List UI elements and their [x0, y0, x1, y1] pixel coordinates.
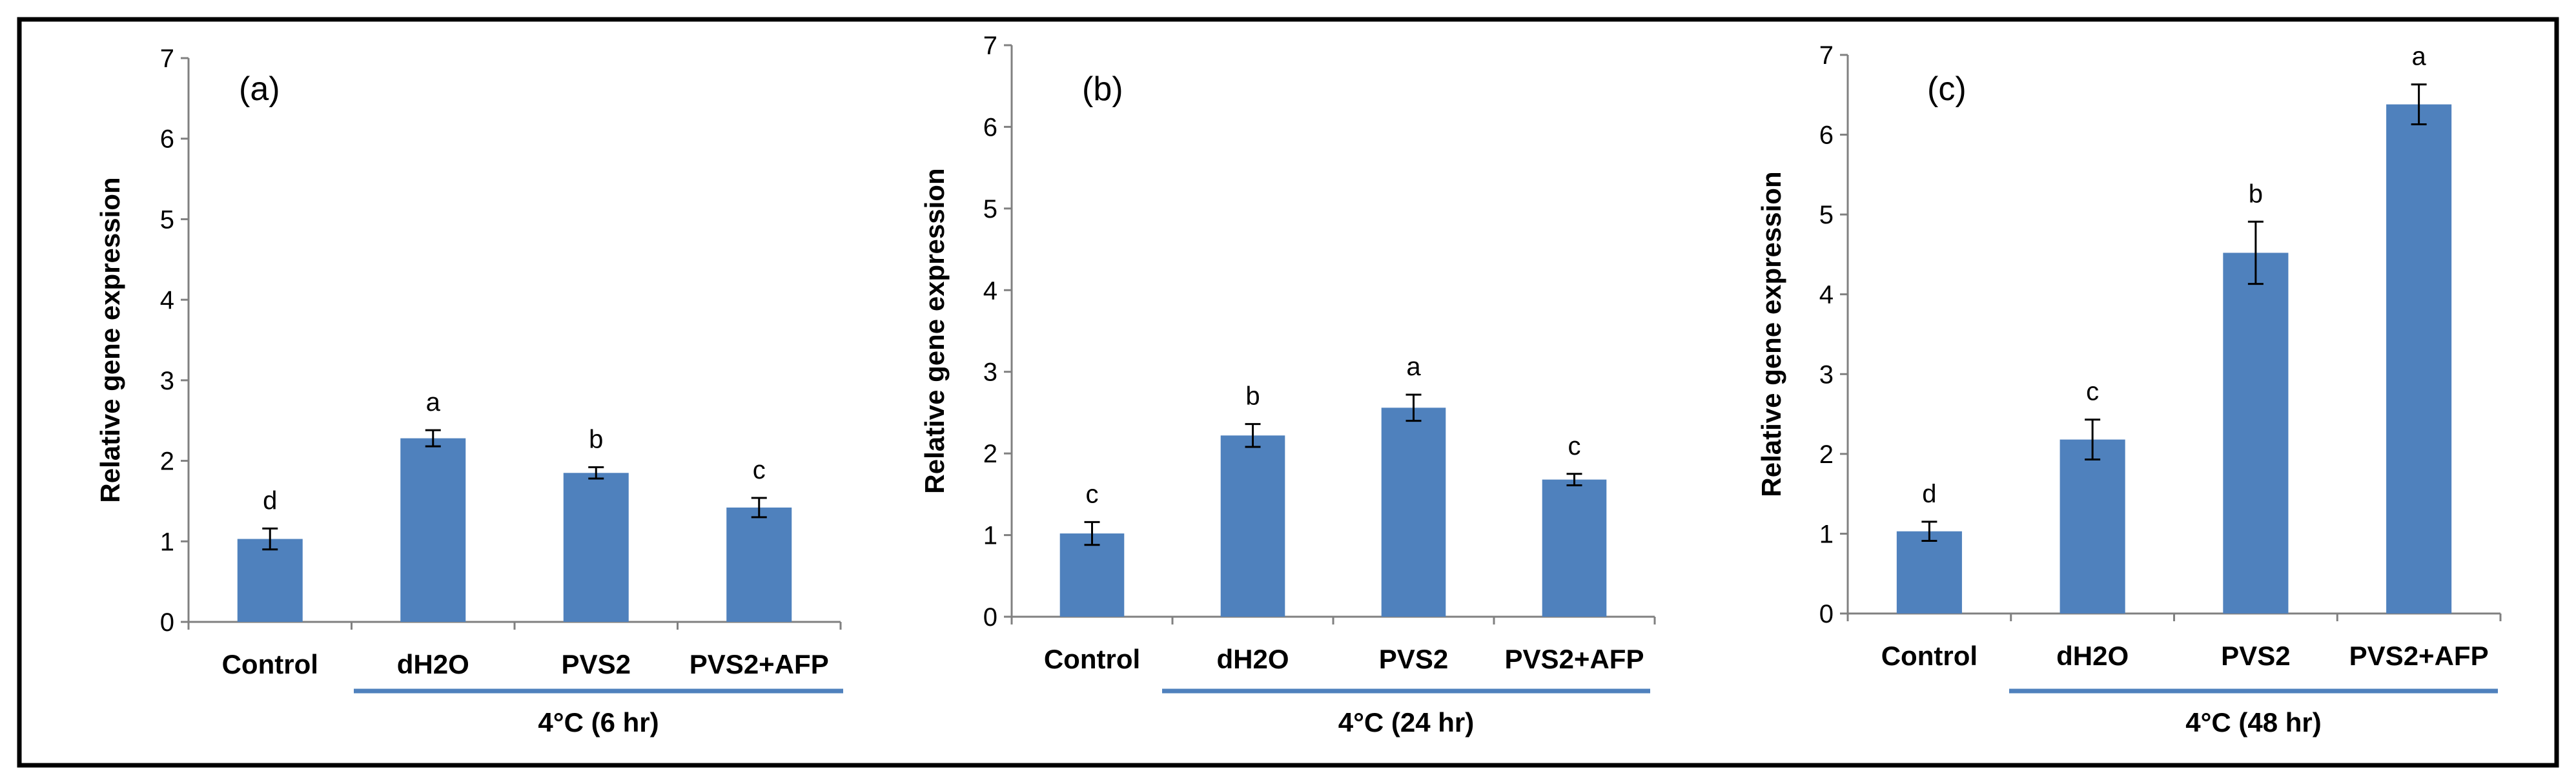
- category-label: dH2O: [1216, 644, 1289, 674]
- group-label: 4°C (24 hr): [1338, 707, 1475, 738]
- category-label: PVS2: [562, 649, 631, 679]
- y-tick-label: 6: [1819, 121, 1834, 150]
- significance-letter: c: [753, 456, 766, 484]
- panel-label: (a): [239, 70, 280, 108]
- bar-control: [1896, 531, 1962, 614]
- bar-pvs2-afp: [726, 507, 792, 622]
- category-label: Control: [1044, 644, 1140, 674]
- y-tick-label: 1: [1819, 520, 1834, 548]
- y-tick-label: 2: [160, 448, 174, 476]
- bar-pvs2: [1381, 407, 1446, 617]
- significance-letter: d: [263, 486, 277, 515]
- y-tick-label: 1: [983, 522, 997, 550]
- category-label: Control: [1881, 641, 1978, 671]
- bar-pvs2-afp: [1542, 479, 1607, 617]
- bar-pvs2-afp: [2386, 104, 2452, 614]
- significance-letter: c: [2086, 378, 2099, 406]
- panel-label: (c): [1927, 70, 1967, 108]
- y-tick-label: 2: [1819, 440, 1834, 469]
- y-axis-title: Relative gene expression: [95, 177, 125, 502]
- chart-panel-b: 0 1 2 3 4 5 6 7 c Control b dH2O a PVS2 c PVS2+AFP 4°C (…: [919, 32, 1656, 738]
- bar-dh2o: [2060, 439, 2125, 614]
- significance-letter: b: [589, 426, 603, 454]
- group-label: 4°C (6 hr): [538, 707, 659, 738]
- y-tick-label: 0: [983, 603, 997, 632]
- bar-pvs2: [563, 473, 629, 622]
- significance-letter: a: [2412, 43, 2427, 71]
- y-tick-label: 7: [983, 32, 997, 60]
- y-tick-label: 4: [983, 276, 997, 305]
- y-axis-title: Relative gene expression: [1756, 171, 1786, 497]
- bar-pvs2: [2223, 253, 2289, 614]
- category-label: dH2O: [397, 649, 469, 679]
- y-tick-label: 4: [160, 286, 174, 315]
- y-tick-label: 7: [160, 45, 174, 73]
- y-tick-label: 6: [983, 113, 997, 141]
- significance-letter: b: [2249, 180, 2263, 208]
- y-tick-label: 0: [160, 608, 174, 637]
- category-label: PVS2: [2221, 641, 2290, 671]
- bar-control: [1059, 533, 1125, 617]
- bar-control: [237, 539, 303, 622]
- figure-frame: [17, 17, 2559, 768]
- y-tick-label: 3: [1819, 360, 1834, 389]
- y-tick-label: 3: [983, 358, 997, 387]
- y-axis-title: Relative gene expression: [919, 168, 950, 493]
- category-label: PVS2+AFP: [690, 649, 829, 679]
- y-tick-label: 1: [160, 528, 174, 556]
- y-tick-label: 5: [160, 205, 174, 234]
- category-label: Control: [222, 649, 318, 679]
- category-label: PVS2+AFP: [1505, 644, 1644, 674]
- group-label: 4°C (48 hr): [2185, 707, 2322, 738]
- y-tick-label: 6: [160, 125, 174, 154]
- category-label: PVS2+AFP: [2349, 641, 2489, 671]
- chart-panel-c: 0 1 2 3 4 5 6 7 d Control c dH2O b PVS2 a PVS2+AFP 4°C (…: [1756, 41, 2502, 738]
- y-tick-label: 0: [1819, 600, 1834, 628]
- significance-letter: d: [1922, 480, 1936, 508]
- bar-dh2o: [1220, 435, 1285, 617]
- significance-letter: b: [1245, 382, 1260, 411]
- significance-letter: c: [1568, 432, 1581, 460]
- chart-panel-a: 0 1 2 3 4 5 6 7 d Control a dH2O b PVS2 c PVS2+AFP 4°C (…: [95, 45, 843, 738]
- y-tick-label: 3: [160, 367, 174, 395]
- y-tick-label: 5: [983, 195, 997, 223]
- y-tick-label: 2: [983, 440, 997, 468]
- significance-letter: a: [426, 388, 441, 417]
- y-tick-label: 7: [1819, 41, 1834, 70]
- significance-letter: a: [1406, 353, 1421, 381]
- y-tick-label: 5: [1819, 201, 1834, 229]
- category-label: PVS2: [1379, 644, 1448, 674]
- panel-label: (b): [1082, 70, 1123, 108]
- significance-letter: c: [1086, 480, 1099, 508]
- category-label: dH2O: [2056, 641, 2129, 671]
- y-tick-label: 4: [1819, 281, 1834, 309]
- bar-dh2o: [400, 438, 466, 622]
